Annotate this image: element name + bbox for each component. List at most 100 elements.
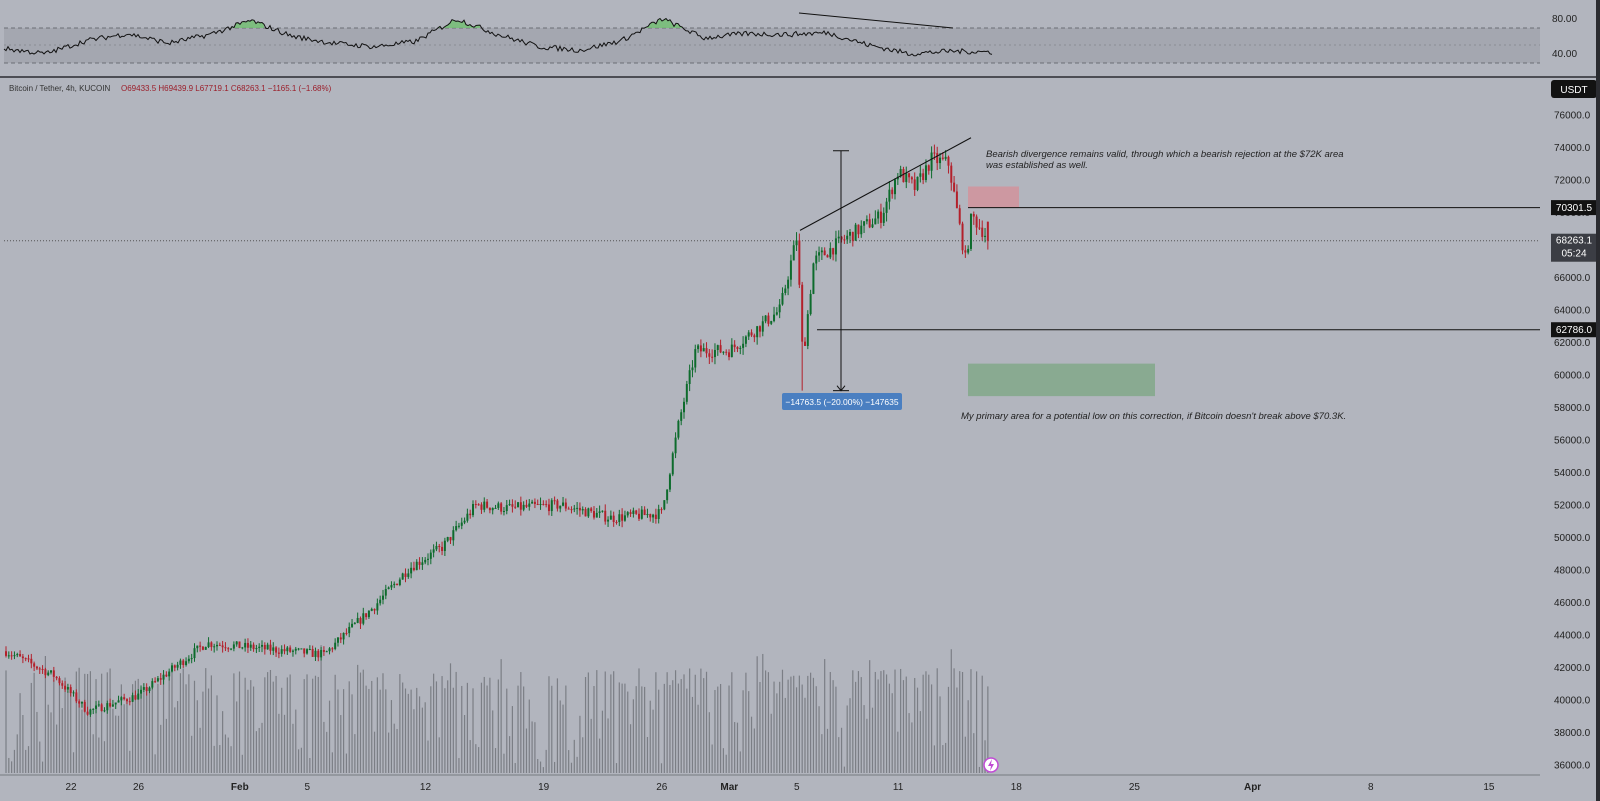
price-tick-label: 50000.0 xyxy=(1554,533,1591,544)
volume-bar xyxy=(343,689,345,773)
price-tick-label: 44000.0 xyxy=(1554,631,1591,642)
volume-bar xyxy=(677,683,679,773)
volume-bar xyxy=(132,684,134,773)
candle-body xyxy=(542,503,545,505)
candle-body xyxy=(868,219,871,228)
price-tick-label: 74000.0 xyxy=(1554,143,1591,154)
symbol-title[interactable]: Bitcoin / Tether, 4h, KUCOIN xyxy=(9,84,110,93)
volume-bar xyxy=(779,681,781,773)
volume-bar xyxy=(672,680,674,773)
candle-body xyxy=(964,250,967,253)
volume-bar xyxy=(289,674,291,773)
candle-body xyxy=(697,345,700,350)
candle-body xyxy=(685,383,688,402)
candle-body xyxy=(320,650,323,658)
volume-bar xyxy=(238,671,241,773)
volume-bar xyxy=(207,688,210,773)
price-axis[interactable]: USDT 76000.074000.072000.070000.068000.0… xyxy=(1551,80,1597,772)
volume-bar xyxy=(891,693,893,773)
candle-body xyxy=(145,687,148,692)
volume-bar xyxy=(137,678,139,773)
volume-bar xyxy=(337,689,339,773)
candle-body xyxy=(477,504,480,506)
price-tick-label: 64000.0 xyxy=(1554,306,1591,317)
candle-body xyxy=(587,508,590,517)
candle-body xyxy=(457,525,460,527)
volume-bar xyxy=(776,693,778,773)
candle-body xyxy=(846,235,849,240)
volume-bar xyxy=(278,713,280,773)
note-primary-area[interactable]: My primary area for a potential low on t… xyxy=(961,411,1346,422)
note-bearish-divergence[interactable]: Bearish divergence remains valid, throug… xyxy=(986,149,1346,171)
candle-body xyxy=(767,315,770,324)
volume-bar xyxy=(568,750,570,773)
volume-bar xyxy=(900,668,902,773)
volume-bar xyxy=(326,731,328,773)
demand-zone xyxy=(968,363,1155,397)
volume-bar xyxy=(334,674,336,773)
volume-bar xyxy=(784,697,786,773)
volume-bar xyxy=(576,756,578,773)
candle-body xyxy=(466,513,469,521)
volume-bar xyxy=(666,672,668,773)
volume-bar xyxy=(610,674,612,773)
candle-body xyxy=(339,637,342,640)
volume-bar xyxy=(112,708,114,773)
supply-zone xyxy=(968,186,1019,208)
volume-bar xyxy=(390,700,393,773)
rising-trendline[interactable] xyxy=(799,137,972,231)
candle-body xyxy=(547,504,550,512)
volume-bar xyxy=(466,682,468,773)
volume-bar xyxy=(461,685,463,773)
candle-body xyxy=(491,507,494,511)
volume-bar xyxy=(655,672,657,773)
candle-body xyxy=(905,173,908,183)
candle-body xyxy=(820,250,823,253)
volume-bar xyxy=(402,682,404,773)
candle-body xyxy=(798,240,801,285)
volume-bar xyxy=(47,704,49,773)
measure-tool[interactable]: −14763.5 (−20.00%) −147635 xyxy=(782,150,902,410)
volume-bar xyxy=(750,716,753,773)
volume-bar xyxy=(267,672,269,773)
time-tick-label: 26 xyxy=(133,782,145,793)
candle-body xyxy=(109,703,112,707)
price-tick-label: 62000.0 xyxy=(1554,338,1591,349)
volume-bar xyxy=(742,690,744,773)
volume-bar xyxy=(129,750,131,773)
time-tick-label: 25 xyxy=(1129,782,1141,793)
rsi-overbought-fill xyxy=(232,19,264,28)
candle-body xyxy=(159,678,162,680)
volume-bar xyxy=(523,686,525,773)
candle-body xyxy=(592,511,595,518)
time-tick-label: Apr xyxy=(1244,782,1261,793)
volume-bar xyxy=(435,681,438,773)
candle-body xyxy=(857,224,860,235)
time-axis[interactable]: 22 26 Feb 5 12 19 26 Mar 5 11 18 25 Apr 8 15 xyxy=(65,782,1494,793)
candle-body xyxy=(567,508,570,510)
candle-body xyxy=(86,711,89,715)
candle-body xyxy=(607,519,610,522)
lightning-icon[interactable] xyxy=(983,757,999,773)
volume-bar xyxy=(686,688,688,773)
support-price-label xyxy=(1551,322,1597,338)
candle-body xyxy=(404,573,407,577)
candle-body xyxy=(888,189,891,202)
volume-bar xyxy=(120,684,122,773)
volume-bar xyxy=(373,731,376,773)
volume-bar xyxy=(30,682,32,773)
volume-bar xyxy=(683,674,685,773)
volume-bar xyxy=(717,686,719,773)
volume-bar xyxy=(53,679,55,773)
candle-body xyxy=(317,650,320,658)
candle-body xyxy=(190,658,193,660)
candle-body xyxy=(24,658,27,660)
candle-body xyxy=(41,668,44,670)
candle-body xyxy=(924,165,927,181)
candle-body xyxy=(773,314,776,322)
candle-body xyxy=(401,573,404,580)
volume-bar xyxy=(475,744,477,773)
currency-badge[interactable] xyxy=(1551,80,1597,98)
candle-body xyxy=(314,650,317,657)
